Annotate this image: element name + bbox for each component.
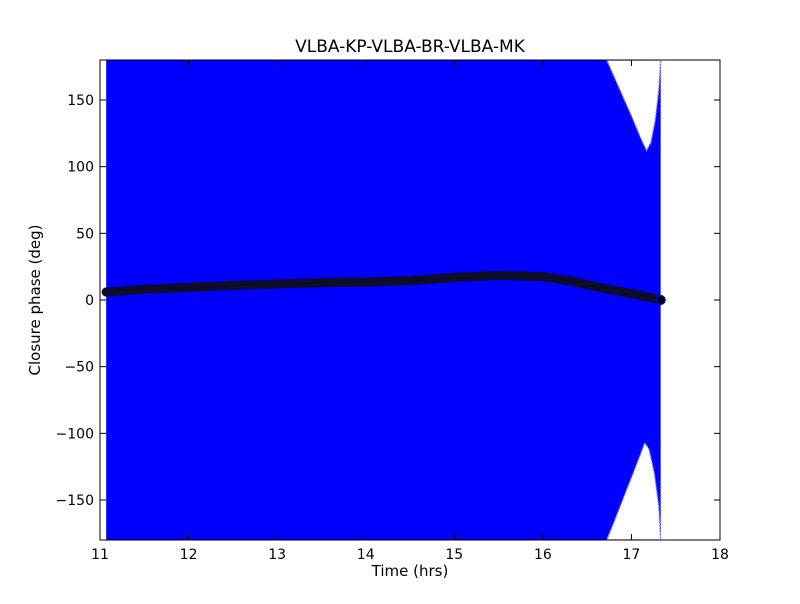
x-tick-label: 14 [357,547,375,563]
model-point [405,276,415,286]
y-tick-label: 50 [76,226,94,242]
x-tick-label: 12 [180,547,198,563]
model-curve [101,270,666,305]
model-point [494,270,504,280]
model-end-point [655,294,666,306]
y-tick-label: −100 [56,426,94,442]
x-tick-label: 15 [445,547,463,563]
y-tick-label: 100 [67,160,94,176]
x-tick-label: 16 [534,547,552,563]
model-point [101,287,111,297]
x-tick-label: 17 [623,547,641,563]
x-tick-label: 13 [268,547,286,563]
model-point [228,280,238,290]
model-point [564,276,574,286]
model-point [184,282,194,292]
model-point [591,282,601,292]
y-tick-label: −150 [56,493,94,509]
model-point [316,278,326,288]
data-band [106,60,661,540]
y-axis-label: Closure phase (deg) [26,225,44,376]
model-point [449,272,459,282]
x-tick-label: 11 [91,547,109,563]
model-point [272,279,282,289]
chart-title: VLBA-KP-VLBA-BR-VLBA-MK [295,37,526,57]
model-point [635,290,645,300]
y-tick-label: −50 [64,360,94,376]
y-tick-label: 0 [85,293,94,309]
axes-layer: 11 12 13 14 15 16 17 18 150 100 50 0 −50 −100 −150 [56,59,729,563]
plot-layer [101,60,666,540]
model-point [139,284,149,294]
model-point [538,272,548,282]
model-point [361,277,371,287]
plot-area [101,60,666,540]
data-gap-lower [605,441,662,540]
x-tick-label: 18 [711,547,729,563]
model-point [618,287,628,297]
y-tick-label: 150 [67,93,94,109]
data-gap-upper [605,60,662,153]
x-axis-label: Time (hrs) [371,562,449,580]
